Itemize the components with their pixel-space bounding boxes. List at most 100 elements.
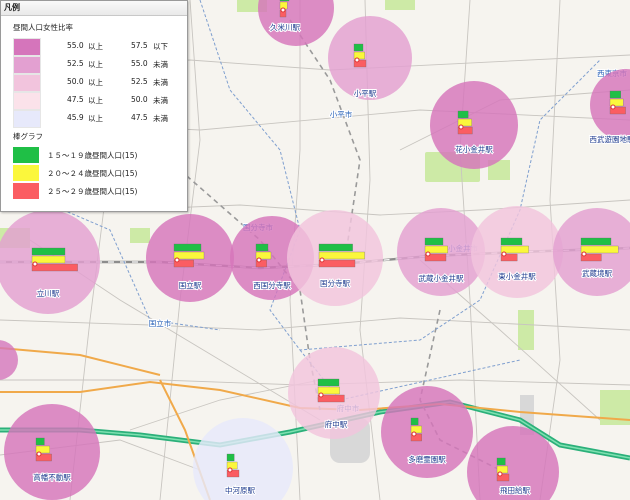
bar-series-row: ２５～２９歳昼間人口(15)	[1, 182, 187, 200]
station-circle	[193, 418, 293, 500]
station-1[interactable]: 小平駅	[328, 16, 412, 100]
ratio-swatch	[13, 74, 41, 92]
station-bar-15-19	[173, 243, 202, 252]
station-circle	[381, 386, 473, 478]
station-bar-20-24	[496, 465, 508, 474]
ratio-swatch	[13, 56, 41, 74]
station-bar-20-24	[317, 386, 340, 395]
station-bar-20-24	[353, 51, 365, 60]
station-bar-25-29	[31, 263, 78, 272]
station-bar-25-29	[226, 469, 240, 478]
station-circle	[467, 426, 559, 500]
ratio-from: 55.0	[67, 41, 84, 50]
station-bar-15-19	[500, 237, 523, 246]
ratio-from: 45.9	[67, 113, 84, 122]
bar-series-row: １５～１９歳昼間人口(15)	[1, 146, 187, 164]
bar-swatch	[13, 165, 39, 181]
station-bar-25-29	[424, 253, 447, 262]
station-point	[318, 392, 324, 398]
station-bar-25-29	[457, 126, 473, 135]
station-10[interactable]: 武蔵境駅	[553, 208, 630, 296]
bar-series: １５～１９歳昼間人口(15) ２０～２４歳昼間人口(15) ２５～２９歳昼間人口(1…	[1, 146, 187, 200]
station-bar-15-19	[31, 247, 66, 256]
station-15[interactable]: 飛田給駅	[467, 426, 559, 500]
ratio-class-row: 52.5 以上 55.0 未満	[1, 55, 187, 74]
station-point	[227, 467, 233, 473]
station-bar-15-19	[318, 243, 353, 252]
park-areas	[0, 0, 630, 425]
ratio-from: 50.0	[67, 77, 84, 86]
station-12[interactable]: 多磨霊園駅	[381, 386, 473, 478]
ratio-from: 52.5	[67, 59, 84, 68]
city-label: 小平市	[330, 109, 353, 119]
station-point	[501, 251, 507, 257]
ratio-to: 55.0	[131, 59, 148, 68]
station-5[interactable]: 国立駅	[146, 214, 234, 302]
ratio-to-qualifier: 未満	[153, 114, 168, 123]
station-point	[458, 124, 464, 130]
station-point	[581, 251, 587, 257]
station-13[interactable]: 中河原駅	[193, 418, 293, 500]
ratio-class-row: 50.0 以上 52.5 未満	[1, 73, 187, 92]
station-point	[497, 471, 503, 477]
station-9[interactable]: 東小金井駅	[471, 206, 563, 298]
station-11[interactable]: 府中駅	[288, 347, 380, 439]
station-point	[425, 251, 431, 257]
station-bar-20-24	[580, 245, 619, 254]
ratio-swatch	[13, 92, 41, 110]
station-bar-15-19	[609, 90, 621, 99]
station-label: 武蔵小金井駅	[419, 273, 464, 283]
ratio-classes: 55.0 以上 57.5 以下 52.5 以上 55.0 未満 50.0 以上 52.5 未満 47.5…	[1, 37, 187, 128]
bar-title: 棒グラフ	[13, 132, 43, 141]
station-bar-15-19	[226, 453, 235, 462]
station-7[interactable]: 国分寺駅	[287, 210, 383, 306]
station-point	[319, 257, 325, 263]
ratio-to: 57.5	[131, 41, 148, 50]
station-label: 花小金井駅	[455, 144, 493, 154]
station-bar-25-29	[173, 259, 194, 268]
station-label: 府中駅	[325, 419, 348, 429]
bar-swatch	[13, 147, 39, 163]
station-14[interactable]: 高幡不動駅	[4, 404, 100, 500]
ratio-to-qualifier: 以下	[153, 42, 168, 51]
station-label: 東小金井駅	[498, 271, 536, 281]
ratio-swatch	[13, 110, 41, 128]
ratio-to-qualifier: 未満	[153, 96, 168, 105]
station-label: 西武遊園地駅	[590, 134, 630, 144]
station-bar-15-19	[410, 417, 419, 426]
station-bar-15-19	[580, 237, 612, 246]
station-8[interactable]: 武蔵小金井駅	[397, 208, 485, 296]
station-bar-25-29	[317, 394, 345, 403]
station-bar-20-24	[410, 425, 422, 434]
station-bar-15-19	[279, 0, 290, 2]
station-bar-20-24	[173, 251, 205, 260]
station-0[interactable]: 久米川駅	[258, 0, 334, 46]
station-label: 小平駅	[354, 89, 377, 98]
station-bar-25-29	[35, 453, 52, 462]
station-bar-25-29	[353, 59, 367, 68]
station-4[interactable]: 立川駅	[0, 210, 100, 314]
station-label: 武蔵境駅	[582, 268, 612, 278]
station-bar-20-24	[226, 461, 238, 470]
station-3[interactable]: 西武遊園地駅	[589, 69, 630, 145]
station-label: 中河原駅	[225, 485, 255, 495]
ratio-from-qualifier: 以上	[88, 114, 103, 123]
station-point	[36, 451, 42, 457]
ratio-to-qualifier: 未満	[153, 78, 168, 87]
station-bar-20-24	[457, 118, 472, 127]
ratio-from-qualifier: 以上	[88, 96, 103, 105]
station-label: 国分寺駅	[320, 279, 350, 288]
ratio-swatch	[13, 38, 41, 56]
station-bar-25-29	[609, 106, 626, 115]
station-label: 国立駅	[179, 280, 202, 290]
station-point	[411, 431, 417, 437]
ratio-title: 昼間人口女性比率	[13, 23, 73, 32]
station-bar-25-29	[496, 473, 510, 482]
ratio-class-row: 47.5 以上 50.0 未満	[1, 91, 187, 110]
station-2[interactable]: 花小金井駅	[430, 81, 518, 169]
station-bar-25-29	[318, 259, 356, 268]
city-label: 国立市	[149, 318, 172, 328]
station-bar-15-19	[496, 457, 506, 466]
station-bar-20-24	[35, 445, 50, 454]
ratio-to: 50.0	[131, 95, 148, 104]
